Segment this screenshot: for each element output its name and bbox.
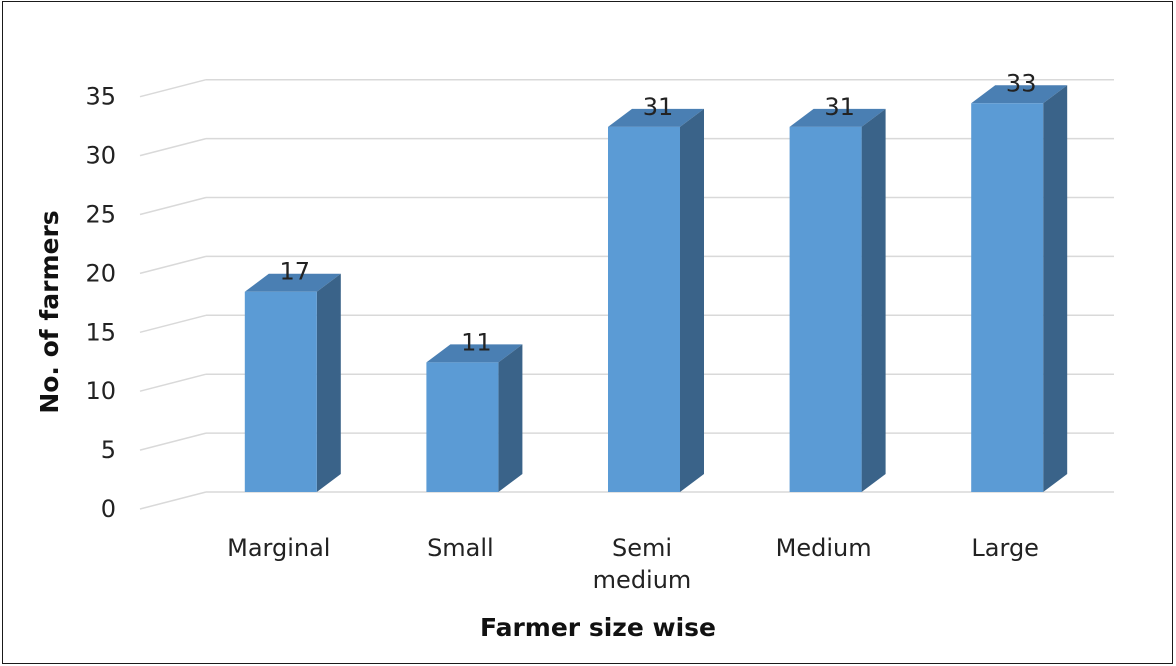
bar-front-face (244, 291, 317, 492)
x-category-label: Marginal (227, 534, 330, 562)
x-category-label-line: Small (427, 534, 494, 562)
data-label: 11 (461, 328, 492, 356)
y-axis-ticks: 0 5 10 15 20 25 30 35 (85, 83, 116, 523)
gridline-depth (139, 491, 207, 510)
gridline-depth (139, 314, 207, 334)
bar-front-face (971, 103, 1044, 492)
x-category-label: Medium (776, 534, 872, 562)
bar-front-face (426, 362, 499, 492)
y-axis-title: No. of farmers (35, 210, 64, 413)
bar-side-face (316, 273, 341, 492)
y-tick-label: 5 (101, 436, 116, 464)
bar (789, 108, 886, 492)
y-tick-label: 15 (85, 318, 116, 346)
bar-side-face (498, 344, 523, 492)
bar (608, 108, 704, 492)
bar-top-face (244, 273, 341, 292)
gridline-depth (139, 255, 207, 275)
gridline-depth (139, 373, 207, 392)
bar-top-face (608, 108, 704, 127)
x-category-label-line: Large (971, 534, 1039, 562)
y-tick-label: 35 (85, 83, 116, 111)
bar-top-face (426, 344, 523, 363)
y-tick-label: 10 (85, 377, 116, 405)
data-labels: 17 11 31 31 33 (280, 69, 1037, 356)
x-category-label: Large (971, 534, 1039, 562)
y-tick-label: 0 (101, 495, 116, 523)
x-category-label: Semi medium (593, 534, 692, 594)
y-tick-label: 25 (85, 201, 116, 229)
x-axis-title: Farmer size wise (480, 613, 716, 642)
bar-front-face (789, 126, 862, 492)
x-category-label-line: medium (593, 566, 692, 594)
y-tick-label: 20 (85, 259, 116, 287)
data-label: 31 (824, 93, 855, 121)
bar (426, 344, 523, 492)
gridline-depth (139, 196, 207, 216)
gridline-depth (139, 432, 207, 451)
x-category-label-line: Marginal (227, 534, 330, 562)
bar-top-face (789, 108, 886, 127)
y-tick-label: 30 (85, 142, 116, 170)
bar-side-face (861, 108, 886, 492)
x-category-label-line: Semi (612, 534, 672, 562)
bar-top-face (971, 85, 1068, 104)
gridline-depth (139, 137, 207, 157)
bar (244, 273, 341, 492)
bar (971, 85, 1068, 492)
x-axis-categories: Marginal Small Semi medium Medium Large (227, 534, 1039, 594)
bar-side-face (680, 108, 704, 492)
data-label: 17 (280, 258, 311, 286)
bar-front-face (608, 126, 680, 492)
bar-side-face (1043, 85, 1068, 492)
x-category-label-line: Medium (776, 534, 872, 562)
gridline-depth (139, 78, 207, 98)
data-label: 31 (643, 93, 674, 121)
data-label: 33 (1006, 69, 1037, 97)
x-category-label: Small (427, 534, 494, 562)
bars (244, 85, 1068, 492)
